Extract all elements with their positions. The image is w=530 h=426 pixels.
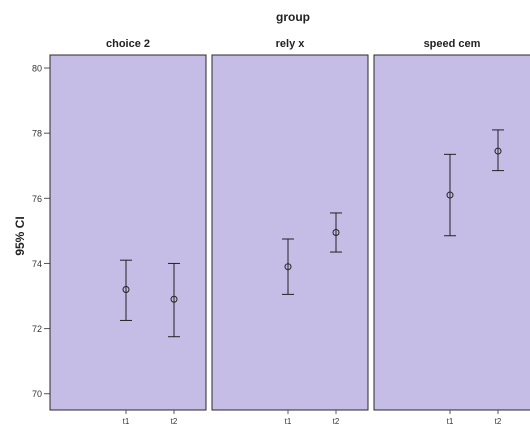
- mean-marker: [170, 295, 178, 303]
- panel-background: [373, 54, 530, 411]
- y-tick-label: 80: [32, 64, 42, 74]
- error-bar-t2: [330, 212, 342, 253]
- y-axis-label: 95% CI: [13, 216, 27, 255]
- mean-marker: [494, 147, 502, 155]
- facet-title: group: [276, 10, 310, 24]
- error-bar-t1: [120, 259, 132, 321]
- x-tick-label: t1: [447, 417, 454, 426]
- mean-marker: [446, 191, 454, 199]
- panel-title: speed cem: [424, 38, 481, 50]
- mean-marker: [122, 285, 130, 293]
- x-tick-label: t1: [123, 417, 130, 426]
- x-tick-label: t2: [171, 417, 178, 426]
- panel-choice-2: choice 2 t1 t2: [49, 38, 207, 426]
- error-bar-t1: [282, 238, 294, 295]
- panel-speed-cem: speed cem t1 t2: [373, 38, 530, 426]
- x-tick-label: t2: [495, 417, 502, 426]
- y-tick-label: 74: [32, 259, 42, 269]
- error-bar-t2: [492, 129, 504, 172]
- y-tick-label: 78: [32, 129, 42, 139]
- panel-background: [49, 54, 207, 411]
- error-bar-t2: [168, 262, 180, 338]
- y-tick-label: 76: [32, 194, 42, 204]
- x-tick-label: t1: [285, 417, 292, 426]
- y-axis: 70 72 74 76 78 80: [32, 64, 50, 399]
- error-bar-t1: [444, 153, 456, 237]
- y-tick-label: 72: [32, 324, 42, 334]
- panel-title: rely x: [276, 38, 306, 50]
- x-tick-label: t2: [333, 417, 340, 426]
- panels: choice 2 t1 t2 rely x t1 t2 speed cem t1 t2: [49, 38, 530, 426]
- panel-title: choice 2: [106, 38, 150, 50]
- mean-marker: [332, 229, 340, 236]
- panel-background: [211, 54, 369, 411]
- panel-rely-x: rely x t1 t2: [211, 38, 369, 426]
- y-tick-label: 70: [32, 389, 42, 399]
- mean-marker: [284, 263, 292, 271]
